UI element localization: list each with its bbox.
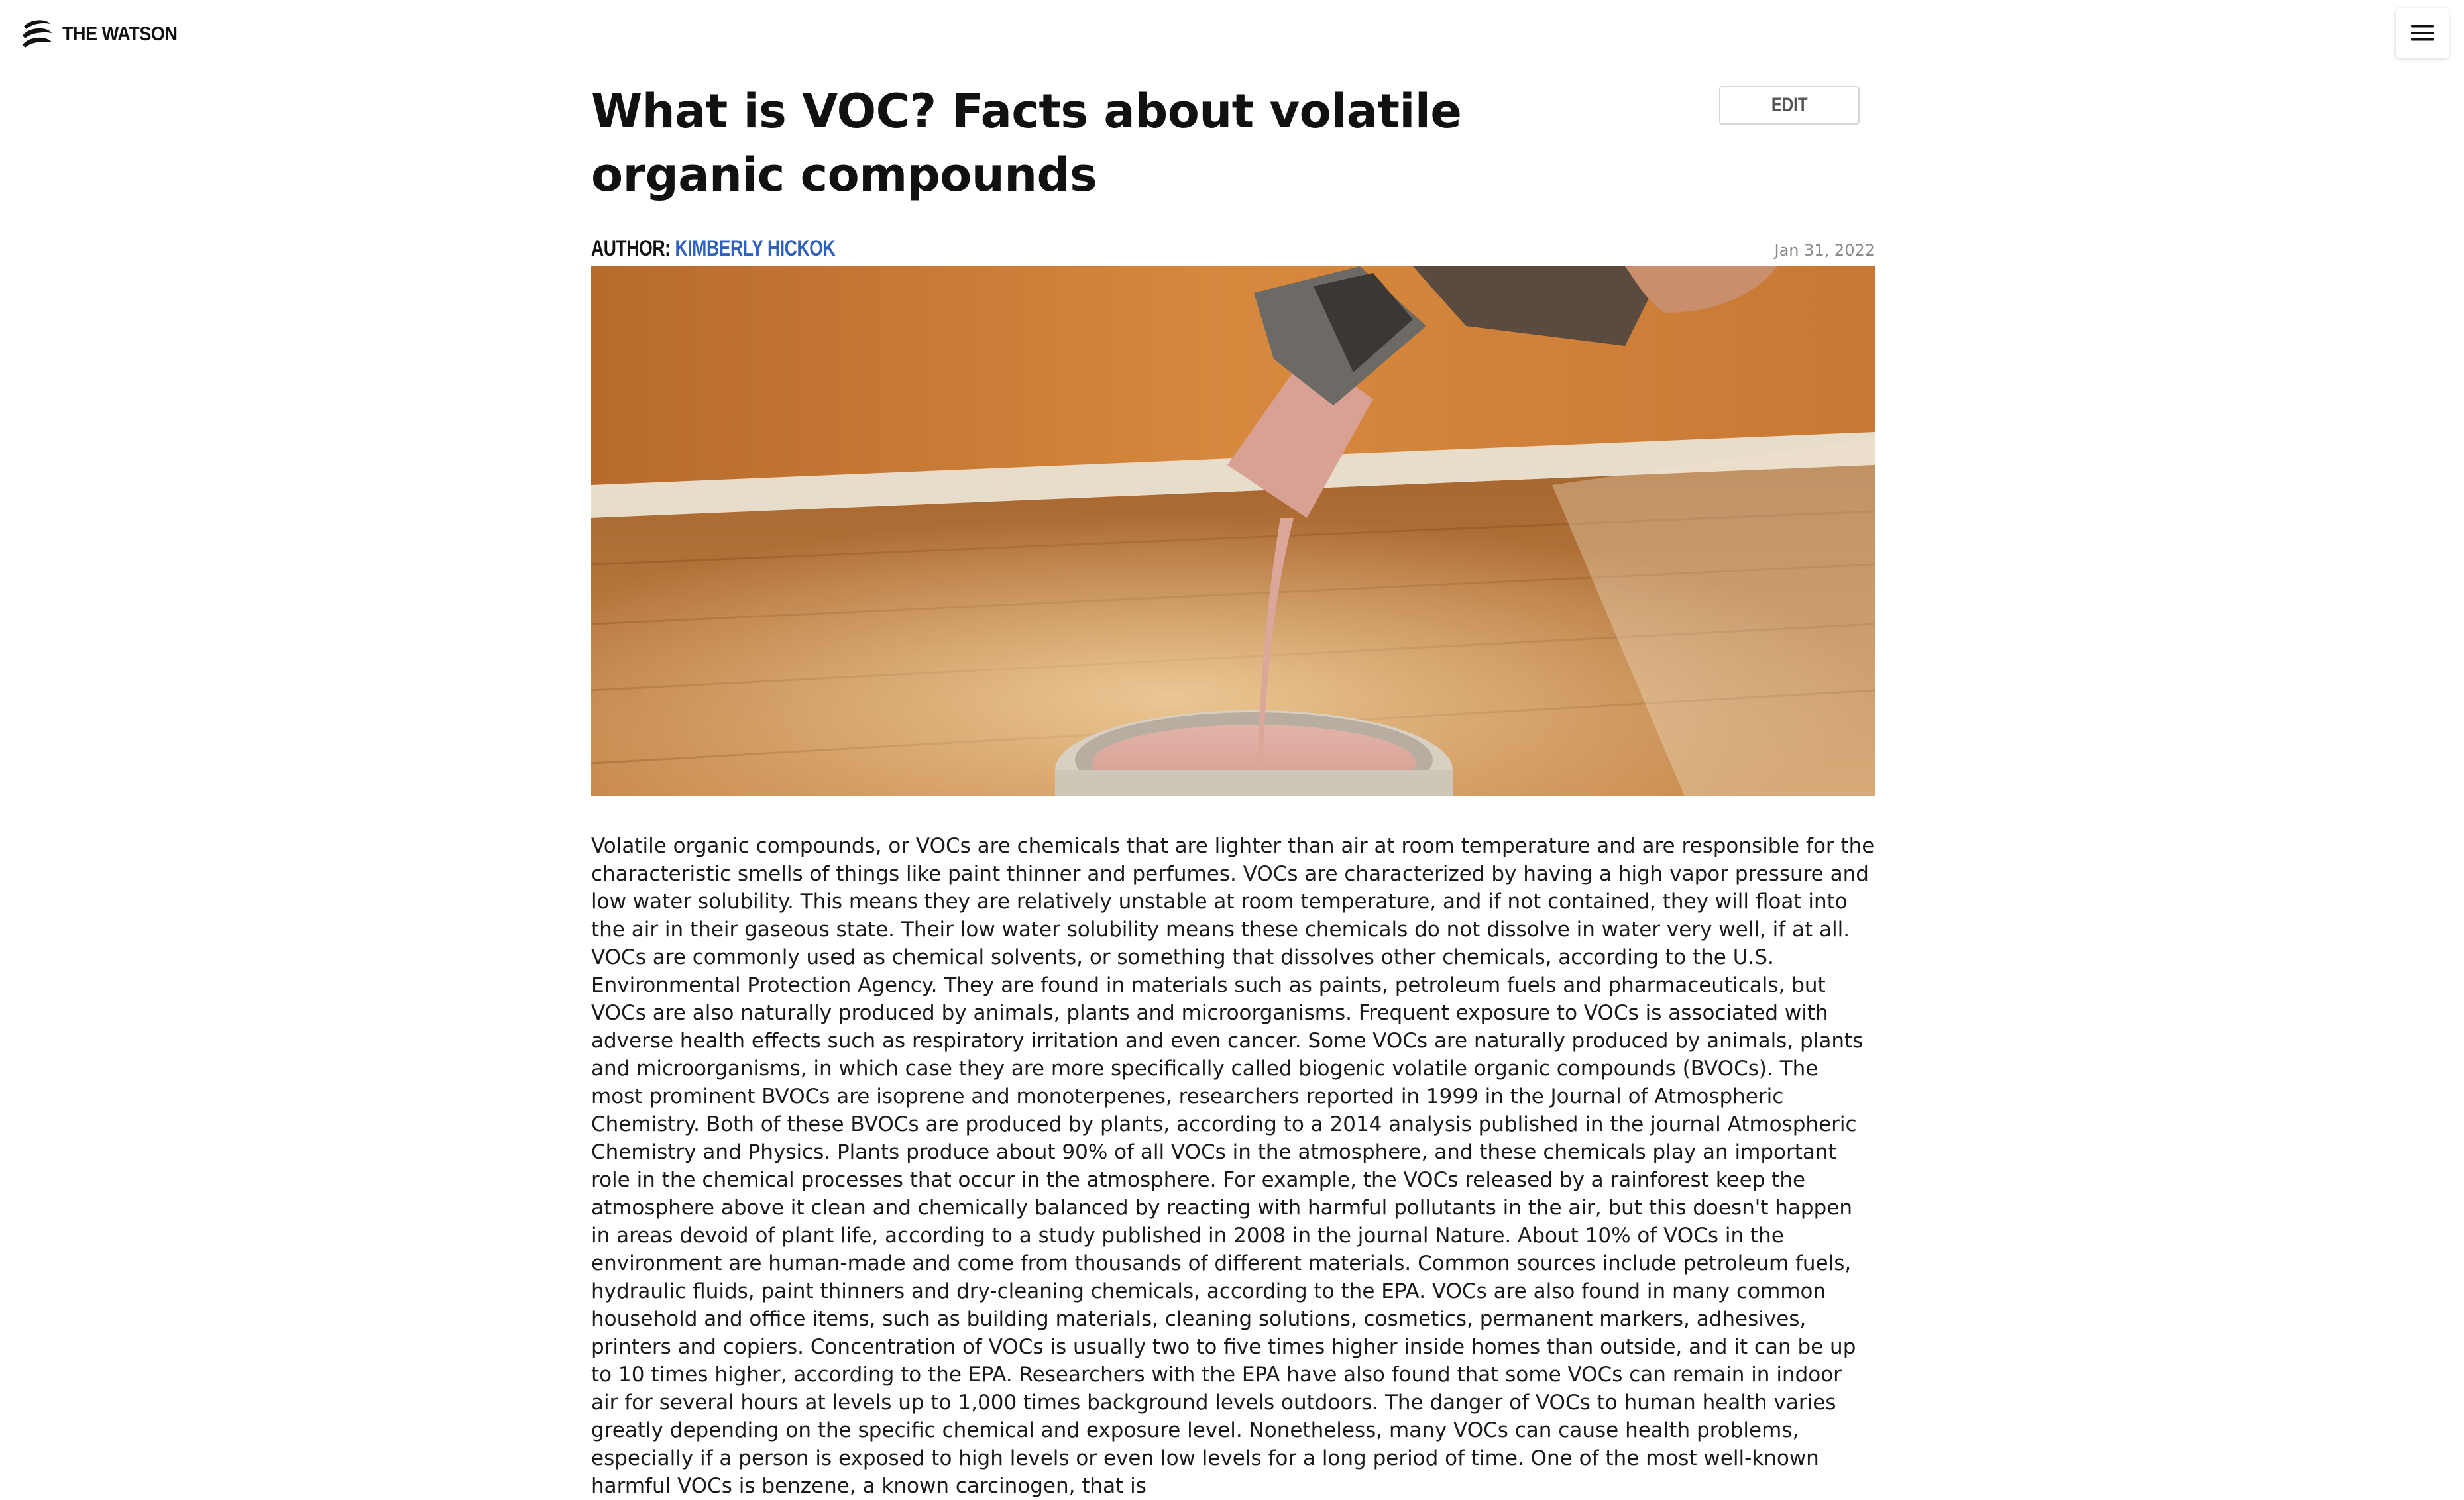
site-logo-text: THE WATSON (62, 23, 178, 45)
author-label: AUTHOR: (591, 236, 671, 261)
author-link[interactable]: KIMBERLY HICKOK (675, 236, 836, 261)
site-logo[interactable]: THE WATSON (20, 15, 190, 54)
paint-brush-dripping-into-can-photo (591, 266, 1875, 796)
article: What is VOC? Facts about volatile organi… (591, 80, 1875, 1498)
author-line: AUTHOR: KIMBERLY HICKOK (591, 236, 836, 262)
edit-button-label: EDIT (1771, 94, 1808, 116)
hero-image (591, 266, 1875, 796)
publish-date: Jan 31, 2022 (1774, 241, 1876, 260)
menu-button[interactable] (2396, 8, 2449, 58)
article-title: What is VOC? Facts about volatile organi… (591, 84, 1462, 202)
article-meta: AUTHOR: KIMBERLY HICKOK Jan 31, 2022 (591, 236, 1875, 262)
edit-button[interactable]: EDIT (1719, 86, 1860, 125)
watson-logo-icon (23, 20, 52, 48)
article-body: Volatile organic compounds, or VOCs are … (591, 834, 1875, 1498)
hamburger-menu-icon (2411, 25, 2434, 41)
